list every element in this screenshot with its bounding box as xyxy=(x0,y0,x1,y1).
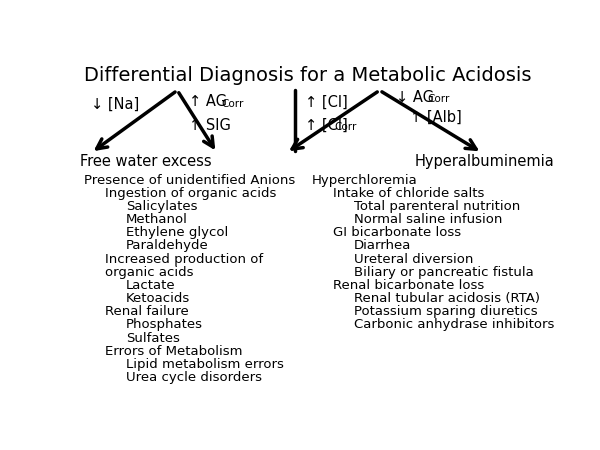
Text: Salicylates: Salicylates xyxy=(126,200,197,213)
Text: Ketoacids: Ketoacids xyxy=(126,292,190,305)
Text: Corr: Corr xyxy=(427,94,449,104)
Text: Lactate: Lactate xyxy=(126,279,176,292)
Text: Corr: Corr xyxy=(334,122,357,132)
Text: Sulfates: Sulfates xyxy=(126,332,180,345)
Text: Presence of unidentified Anions: Presence of unidentified Anions xyxy=(84,174,296,187)
Text: ↑ [Cl]: ↑ [Cl] xyxy=(305,117,348,133)
Text: Carbonic anhydrase inhibitors: Carbonic anhydrase inhibitors xyxy=(354,319,554,331)
Text: ↓ [Na]: ↓ [Na] xyxy=(91,97,140,112)
Text: Differential Diagnosis for a Metabolic Acidosis: Differential Diagnosis for a Metabolic A… xyxy=(84,66,531,85)
Text: Free water excess: Free water excess xyxy=(80,154,211,170)
Text: Phosphates: Phosphates xyxy=(126,319,203,331)
Text: Increased production of: Increased production of xyxy=(105,252,263,266)
Text: Lipid metabolism errors: Lipid metabolism errors xyxy=(126,358,284,371)
Text: Normal saline infusion: Normal saline infusion xyxy=(354,213,502,226)
Text: ↑ [Alb]: ↑ [Alb] xyxy=(410,109,461,125)
Text: Ethylene glycol: Ethylene glycol xyxy=(126,226,229,239)
Text: organic acids: organic acids xyxy=(105,266,194,279)
Text: Methanol: Methanol xyxy=(126,213,188,226)
Text: Urea cycle disorders: Urea cycle disorders xyxy=(126,371,262,384)
Text: Hyperalbuminemia: Hyperalbuminemia xyxy=(415,154,554,170)
Text: Renal bicarbonate loss: Renal bicarbonate loss xyxy=(333,279,484,292)
Text: Ingestion of organic acids: Ingestion of organic acids xyxy=(105,187,277,200)
Text: Hyperchloremia: Hyperchloremia xyxy=(312,174,418,187)
Text: Potassium sparing diuretics: Potassium sparing diuretics xyxy=(354,305,538,318)
Text: ↑ [Cl]: ↑ [Cl] xyxy=(305,94,348,109)
Text: Biliary or pancreatic fistula: Biliary or pancreatic fistula xyxy=(354,266,534,279)
Text: Diarrhea: Diarrhea xyxy=(354,239,412,252)
Text: ↑ AG: ↑ AG xyxy=(189,94,227,109)
Text: Paraldehyde: Paraldehyde xyxy=(126,239,209,252)
Text: Errors of Metabolism: Errors of Metabolism xyxy=(105,345,243,358)
Text: Renal tubular acidosis (RTA): Renal tubular acidosis (RTA) xyxy=(354,292,540,305)
Text: Corr: Corr xyxy=(221,99,244,109)
Text: Ureteral diversion: Ureteral diversion xyxy=(354,252,473,266)
Text: Total parenteral nutrition: Total parenteral nutrition xyxy=(354,200,520,213)
Text: Intake of chloride salts: Intake of chloride salts xyxy=(333,187,484,200)
Text: ↓ AG: ↓ AG xyxy=(396,90,434,105)
Text: ↑ SIG: ↑ SIG xyxy=(189,117,231,133)
Text: GI bicarbonate loss: GI bicarbonate loss xyxy=(333,226,461,239)
Text: Renal failure: Renal failure xyxy=(105,305,189,318)
